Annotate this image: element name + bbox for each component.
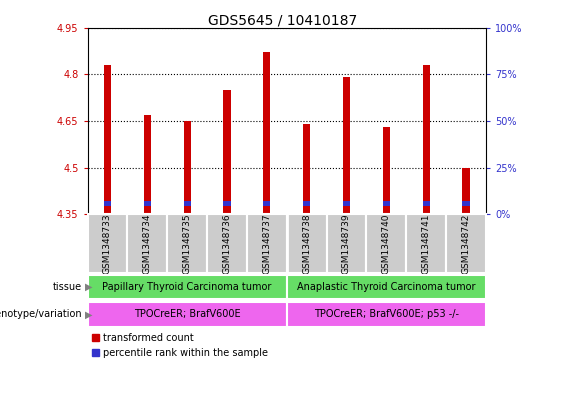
Bar xyxy=(343,201,350,206)
Bar xyxy=(184,201,191,206)
Text: GSM1348736: GSM1348736 xyxy=(223,213,232,274)
Bar xyxy=(167,214,207,273)
Text: GSM1348740: GSM1348740 xyxy=(382,213,391,274)
Bar xyxy=(367,214,406,273)
Text: GSM1348742: GSM1348742 xyxy=(462,213,471,274)
Bar xyxy=(128,214,167,273)
Bar xyxy=(223,201,231,206)
Bar xyxy=(327,214,367,273)
Bar xyxy=(287,274,486,299)
Bar xyxy=(223,90,231,214)
Bar xyxy=(462,201,470,206)
Text: TPOCreER; BrafV600E; p53 -/-: TPOCreER; BrafV600E; p53 -/- xyxy=(314,309,459,320)
Bar xyxy=(383,201,390,206)
Bar xyxy=(144,201,151,206)
Bar xyxy=(423,65,430,214)
Bar xyxy=(88,302,287,327)
Text: ▶: ▶ xyxy=(85,282,92,292)
Text: GSM1348737: GSM1348737 xyxy=(262,213,271,274)
Text: genotype/variation: genotype/variation xyxy=(0,309,82,320)
Bar xyxy=(423,201,430,206)
Bar xyxy=(184,121,191,214)
Text: GSM1348733: GSM1348733 xyxy=(103,213,112,274)
Bar xyxy=(144,115,151,214)
Bar xyxy=(303,124,310,214)
Bar xyxy=(104,201,111,206)
Bar xyxy=(88,274,287,299)
Bar xyxy=(247,214,287,273)
Bar xyxy=(104,65,111,214)
Text: GSM1348735: GSM1348735 xyxy=(182,213,192,274)
Text: GDS5645 / 10410187: GDS5645 / 10410187 xyxy=(208,14,357,28)
Bar xyxy=(88,214,128,273)
Bar xyxy=(406,214,446,273)
Text: GSM1348741: GSM1348741 xyxy=(421,213,431,274)
Bar xyxy=(287,214,327,273)
Text: Papillary Thyroid Carcinoma tumor: Papillary Thyroid Carcinoma tumor xyxy=(102,282,272,292)
Bar xyxy=(287,302,486,327)
Text: GSM1348734: GSM1348734 xyxy=(143,213,152,274)
Bar xyxy=(303,201,310,206)
Bar xyxy=(263,201,271,206)
Legend: transformed count, percentile rank within the sample: transformed count, percentile rank withi… xyxy=(93,333,268,358)
Bar xyxy=(207,214,247,273)
Text: ▶: ▶ xyxy=(85,309,92,320)
Text: tissue: tissue xyxy=(53,282,82,292)
Bar xyxy=(383,127,390,214)
Text: GSM1348739: GSM1348739 xyxy=(342,213,351,274)
Bar xyxy=(462,167,470,214)
Text: GSM1348738: GSM1348738 xyxy=(302,213,311,274)
Text: Anaplastic Thyroid Carcinoma tumor: Anaplastic Thyroid Carcinoma tumor xyxy=(297,282,476,292)
Bar xyxy=(446,214,486,273)
Bar xyxy=(343,77,350,214)
Bar xyxy=(263,52,271,214)
Text: TPOCreER; BrafV600E: TPOCreER; BrafV600E xyxy=(134,309,241,320)
